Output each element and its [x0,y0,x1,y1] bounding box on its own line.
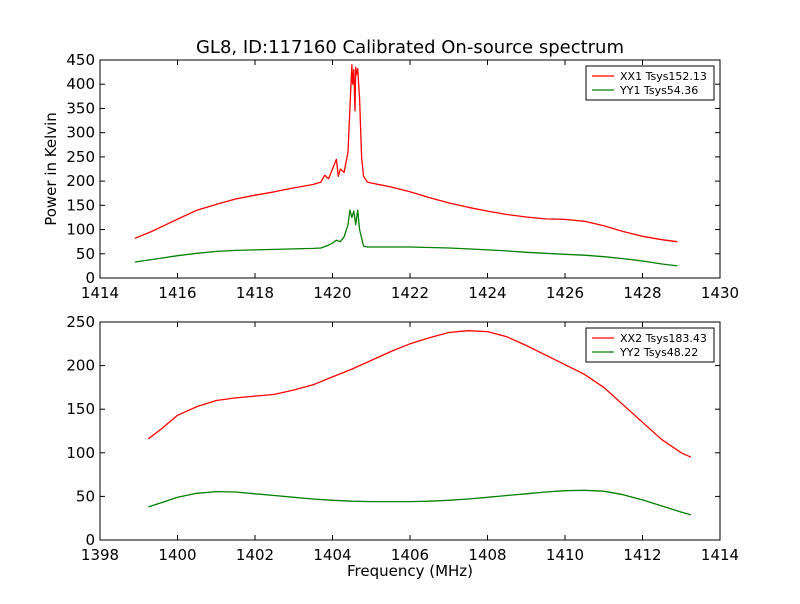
x-tick-label: 1422 [391,284,429,302]
legend-entry: YY2 Tsys48.22 [619,346,698,359]
x-tick-label: 1408 [468,546,506,564]
y-tick-label: 450 [66,51,95,69]
x-tick-label: 1400 [158,546,196,564]
y-tick-label: 350 [66,99,95,117]
x-tick-label: 1424 [468,284,506,302]
y-tick-label: 150 [66,196,95,214]
series-line-yy1 [134,209,678,267]
legend-box [585,65,715,101]
x-tick-label: 1410 [546,546,584,564]
y-tick-label: 50 [76,487,95,505]
x-tick-label: 1418 [236,284,274,302]
y-axis-label: Power in Kelvin [42,112,60,226]
x-axis-label: Frequency (MHz) [347,562,473,580]
series-line-xx1 [134,64,678,243]
y-tick-label: 300 [66,124,95,142]
chart-title: GL8, ID:117160 Calibrated On-source spec… [196,37,624,58]
x-tick-label: 1404 [313,546,351,564]
y-tick-label: 50 [76,245,95,263]
y-tick-label: 250 [66,313,95,331]
legend-entry: XX1 Tsys152.13 [620,70,707,83]
x-tick-label: 1398 [81,546,119,564]
y-tick-label: 150 [66,400,95,418]
top-panel: 1414 1416 1418 1420 1422 1424 1426 1428 1430 0 50 1… [66,51,739,302]
x-tick-label: 1426 [546,284,584,302]
y-tick-label: 100 [66,444,95,462]
y-tick-label: 0 [85,269,95,287]
x-tick-label: 1402 [236,546,274,564]
legend-box [585,327,715,363]
x-tick-label: 1420 [313,284,351,302]
y-tick-label: 200 [66,172,95,190]
legend-entry: XX2 Tsys183.43 [620,332,707,345]
x-tick-label: 1414 [701,546,739,564]
y-tick-label: 400 [66,75,95,93]
legend-entry: YY1 Tsys54.36 [619,84,698,97]
y-tick-label: 0 [85,531,95,549]
y-tick-label: 200 [66,357,95,375]
x-tick-label: 1428 [623,284,661,302]
series-line-xx2 [148,330,692,458]
x-tick-label: 1412 [623,546,661,564]
y-tick-label: 100 [66,221,95,239]
x-tick-label: 1430 [701,284,739,302]
x-tick-label: 1416 [158,284,196,302]
series-line-yy2 [148,489,692,516]
x-tick-label: 1406 [391,546,429,564]
bottom-panel: 1398 1400 1402 1404 1406 1408 1410 1412 1414 0 50 1… [66,313,739,564]
x-tick-label: 1414 [81,284,119,302]
y-tick-label: 250 [66,148,95,166]
